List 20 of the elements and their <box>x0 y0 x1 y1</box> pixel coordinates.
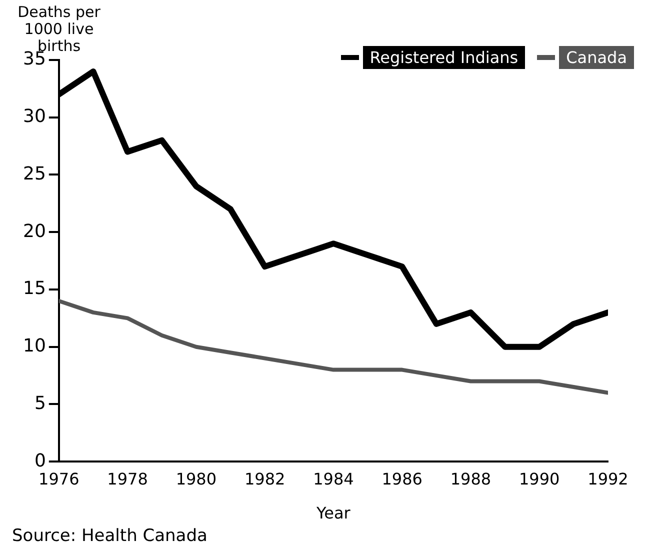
y-tick-label: 5 <box>34 392 46 414</box>
x-tick-label: 1982 <box>244 469 286 488</box>
x-tick-label: 1988 <box>450 469 492 488</box>
y-tick-label: 25 <box>23 163 46 184</box>
legend-label: Registered Indians <box>362 46 526 69</box>
source-note: Source: Health Canada <box>12 526 208 546</box>
y-tick-label: 15 <box>23 278 46 300</box>
x-tick-label: 1978 <box>107 469 148 488</box>
x-tick-label: 1992 <box>588 469 628 488</box>
x-tick-label: 1984 <box>313 469 354 488</box>
y-tick-label: 30 <box>23 106 46 128</box>
y-tick-label: 20 <box>23 220 46 242</box>
x-axis-title: Year <box>316 504 351 523</box>
x-tick-label: 1990 <box>519 469 560 488</box>
x-tick-label: 1986 <box>382 469 422 488</box>
x-tick-label: 1980 <box>176 469 217 488</box>
y-tick-label: 10 <box>23 336 46 357</box>
x-tick-label: 1976 <box>38 469 80 488</box>
y-tick-label: 0 <box>34 450 46 472</box>
legend-label: Canada <box>559 46 634 69</box>
